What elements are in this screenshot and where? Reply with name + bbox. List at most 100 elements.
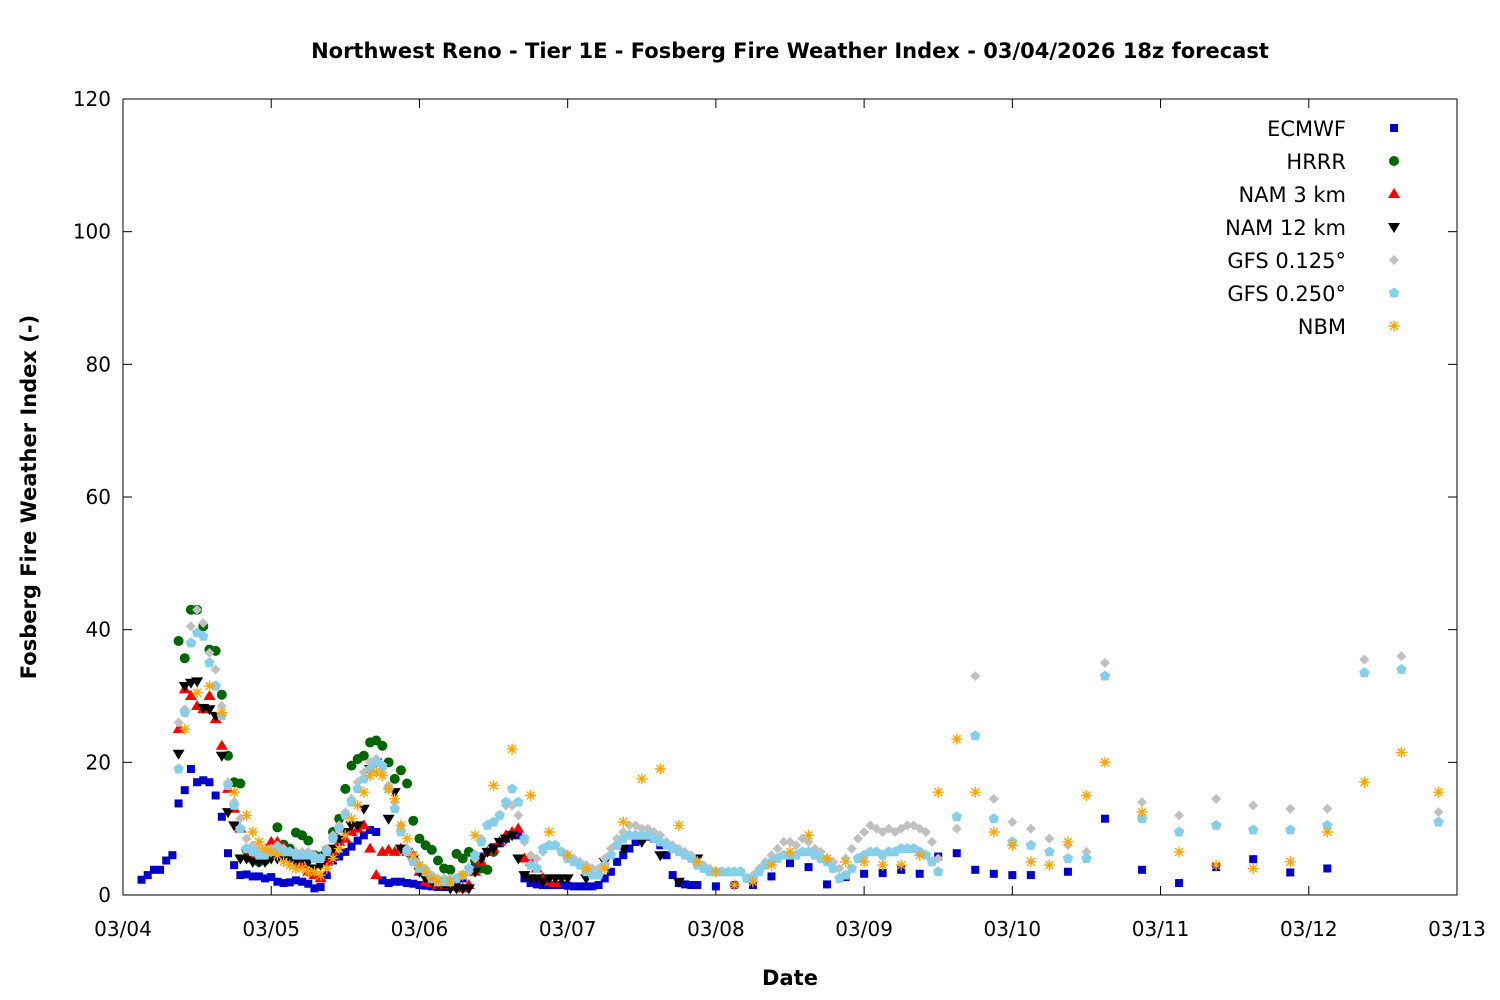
data-point bbox=[346, 760, 357, 771]
data-point bbox=[236, 871, 245, 880]
data-point bbox=[951, 733, 963, 745]
data-point bbox=[1173, 846, 1185, 858]
data-point bbox=[735, 866, 746, 877]
data-point bbox=[284, 859, 296, 871]
series-gfs-0-125 bbox=[173, 604, 1444, 884]
data-point bbox=[426, 844, 437, 855]
data-point bbox=[611, 839, 623, 850]
data-point bbox=[162, 856, 171, 865]
data-point bbox=[512, 854, 525, 865]
data-point bbox=[289, 857, 302, 868]
data-point bbox=[352, 783, 363, 794]
data-point bbox=[382, 814, 395, 825]
data-point bbox=[915, 869, 924, 878]
y-tick-label: 120 bbox=[73, 87, 111, 111]
data-point bbox=[353, 836, 362, 845]
data-point bbox=[569, 882, 578, 891]
data-point bbox=[951, 811, 962, 822]
data-point bbox=[1321, 826, 1333, 838]
data-point bbox=[1136, 806, 1148, 818]
data-point bbox=[488, 780, 500, 791]
data-point bbox=[599, 863, 611, 874]
data-point bbox=[247, 826, 259, 838]
data-point bbox=[395, 826, 407, 837]
data-point bbox=[1062, 836, 1074, 848]
data-point bbox=[370, 766, 382, 778]
data-point bbox=[457, 853, 468, 864]
data-point bbox=[969, 786, 981, 798]
data-point bbox=[482, 864, 493, 875]
data-point bbox=[686, 853, 697, 863]
data-point bbox=[290, 863, 302, 874]
data-point bbox=[933, 866, 944, 877]
data-point bbox=[1211, 793, 1222, 804]
data-point bbox=[631, 837, 640, 846]
data-point bbox=[1249, 855, 1258, 864]
data-point bbox=[877, 859, 889, 871]
data-point bbox=[988, 813, 999, 824]
data-point bbox=[278, 856, 290, 868]
data-point bbox=[228, 786, 240, 798]
data-point bbox=[364, 842, 377, 853]
data-point bbox=[215, 751, 228, 762]
data-point bbox=[179, 653, 190, 664]
legend-label: NAM 3 km bbox=[1238, 183, 1346, 207]
data-point bbox=[415, 881, 424, 890]
data-point bbox=[846, 843, 857, 854]
data-point bbox=[1210, 859, 1222, 871]
data-point bbox=[970, 671, 981, 682]
data-point bbox=[753, 866, 765, 877]
data-point bbox=[840, 869, 851, 880]
data-point bbox=[1359, 667, 1370, 678]
x-tick-label: 03/08 bbox=[687, 917, 745, 941]
data-point bbox=[1285, 803, 1296, 814]
data-point bbox=[198, 618, 209, 629]
data-point bbox=[1063, 867, 1072, 876]
data-point bbox=[335, 852, 344, 861]
data-point bbox=[184, 690, 197, 700]
data-point bbox=[149, 865, 158, 874]
data-point bbox=[1173, 826, 1185, 837]
y-tick-label: 0 bbox=[98, 883, 111, 907]
y-tick-label: 80 bbox=[86, 352, 111, 376]
data-point bbox=[340, 783, 351, 794]
data-point bbox=[316, 883, 325, 892]
data-point bbox=[1396, 651, 1407, 662]
data-point bbox=[395, 819, 407, 831]
legend-label: HRRR bbox=[1286, 150, 1346, 174]
data-point bbox=[1025, 856, 1037, 868]
data-point bbox=[636, 823, 647, 834]
data-point bbox=[728, 879, 740, 891]
data-point bbox=[402, 778, 413, 789]
data-point bbox=[530, 874, 543, 885]
data-point bbox=[500, 796, 512, 807]
data-point bbox=[895, 859, 907, 871]
data-point bbox=[561, 874, 574, 885]
data-point bbox=[600, 874, 609, 883]
data-point bbox=[217, 812, 226, 821]
data-point bbox=[445, 864, 456, 875]
y-tick-label: 40 bbox=[86, 618, 111, 642]
data-point bbox=[766, 859, 777, 871]
data-point bbox=[322, 871, 331, 880]
data-point bbox=[377, 740, 388, 751]
data-point bbox=[395, 765, 406, 776]
data-point bbox=[1323, 864, 1332, 873]
data-point bbox=[191, 677, 204, 688]
legend-marker bbox=[1389, 255, 1399, 265]
data-point bbox=[506, 743, 518, 755]
data-point bbox=[265, 846, 277, 858]
data-point bbox=[852, 833, 863, 844]
data-point bbox=[303, 835, 314, 846]
data-point bbox=[216, 707, 228, 719]
legend-label: NBM bbox=[1298, 315, 1346, 339]
data-point bbox=[339, 829, 351, 841]
data-point bbox=[1043, 859, 1055, 871]
data-point bbox=[378, 876, 387, 885]
data-point bbox=[444, 876, 456, 888]
data-point bbox=[191, 687, 203, 699]
data-point bbox=[407, 849, 419, 861]
data-point bbox=[821, 853, 833, 864]
data-point bbox=[310, 884, 319, 893]
data-point bbox=[494, 809, 505, 820]
